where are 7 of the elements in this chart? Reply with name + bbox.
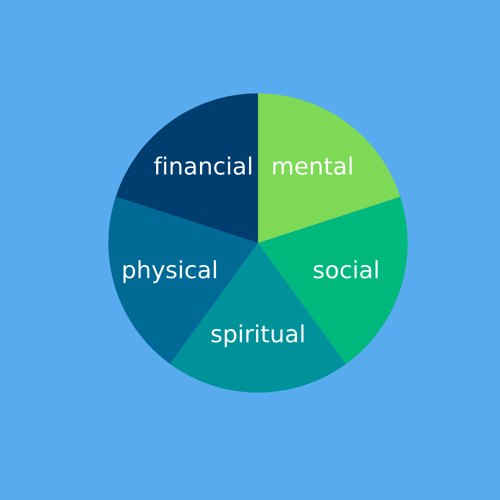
slice-label: social xyxy=(314,260,378,279)
slice-label: spiritual xyxy=(212,324,304,348)
pie-slice xyxy=(258,93,400,243)
slice-label: physical xyxy=(124,260,216,284)
pie-slice xyxy=(116,93,258,243)
slice-label: financial xyxy=(154,156,252,175)
slice-label: mental xyxy=(273,156,352,175)
